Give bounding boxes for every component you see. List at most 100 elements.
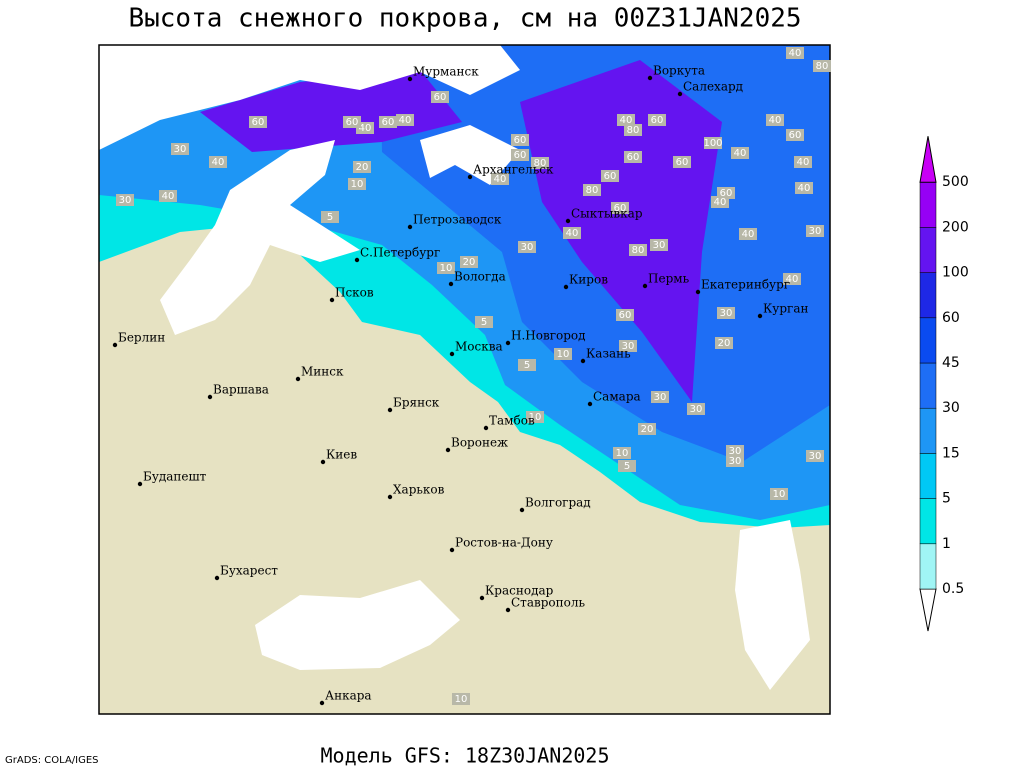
contour-label: 60 <box>346 117 359 128</box>
contour-label: 20 <box>463 257 476 268</box>
contour-label: 60 <box>676 157 689 168</box>
city-label: Анкара <box>325 689 372 703</box>
contour-label: 40 <box>399 115 412 126</box>
legend-label: 200 <box>942 219 969 235</box>
contour-label: 40 <box>742 229 755 240</box>
city-dot <box>137 481 143 487</box>
contour-label-box <box>511 149 529 161</box>
city-dot <box>479 595 485 601</box>
contour-label-box <box>511 134 529 146</box>
city-dot <box>483 425 489 431</box>
legend-swatch <box>919 453 937 499</box>
legend-label: 5 <box>942 491 951 507</box>
city-label: Екатеринбург <box>701 278 790 292</box>
city-label: Волгоград <box>525 496 591 510</box>
contour-label-box <box>650 239 668 251</box>
caspian-sea <box>735 520 810 690</box>
city-dot <box>580 358 586 364</box>
contour-label-box <box>731 147 749 159</box>
contour-label-box <box>806 450 824 462</box>
legend-label: 15 <box>942 445 960 461</box>
contour-label-box <box>711 196 729 208</box>
contour-label: 10 <box>773 489 786 500</box>
city-label: С.Петербург <box>360 246 440 260</box>
contour-label-box <box>717 307 735 319</box>
barents-sea <box>99 45 520 150</box>
legend-swatch <box>919 498 937 545</box>
legend-swatch <box>919 407 937 454</box>
city-dot <box>519 507 525 513</box>
contour-label-box <box>526 411 544 423</box>
city-dot <box>387 407 393 413</box>
contour-label-box <box>806 225 824 237</box>
contour-label: 40 <box>786 274 799 285</box>
contour-label-box <box>638 423 656 435</box>
contour-label: 5 <box>481 317 487 328</box>
contour-label-box <box>687 403 705 415</box>
contour-label: 80 <box>627 125 640 136</box>
contour-label-box <box>554 348 572 360</box>
legend-swatch <box>919 362 937 409</box>
legend-label: 45 <box>942 355 960 371</box>
city-dot <box>387 494 393 500</box>
city-dot <box>505 340 511 346</box>
contour-label-box <box>353 161 371 173</box>
contour-label-box <box>583 184 601 196</box>
city-label: Петрозаводск <box>413 213 502 227</box>
contour-label: 40 <box>789 48 802 59</box>
contour-label-box <box>673 156 691 168</box>
city-label: Самара <box>593 390 641 404</box>
city-label: Воронеж <box>451 436 508 450</box>
contour-label: 60 <box>651 115 664 126</box>
contour-label-box <box>783 273 801 285</box>
contour-label: 30 <box>521 242 534 253</box>
contour-label: 80 <box>816 61 829 72</box>
legend-label: 30 <box>942 400 960 416</box>
contour-label-box <box>531 157 549 169</box>
baltic-sea <box>160 140 360 335</box>
city-dot <box>407 224 413 230</box>
contour-label: 5 <box>327 212 333 223</box>
contour-label-box <box>616 309 634 321</box>
contour-label: 30 <box>729 446 742 457</box>
legend-arrow-low <box>919 588 937 632</box>
contour-label: 40 <box>212 157 225 168</box>
legend-label: 500 <box>942 174 969 190</box>
contour-label: 80 <box>534 158 547 169</box>
city-label: Берлин <box>118 331 165 345</box>
contour-label: 20 <box>718 338 731 349</box>
contour-label: 30 <box>654 392 667 403</box>
contour-label-box <box>617 114 635 126</box>
contour-label: 40 <box>162 191 175 202</box>
city-label: Минск <box>301 365 344 379</box>
contour-label-box <box>624 124 642 136</box>
contour-label: 10 <box>616 448 629 459</box>
legend-label: 0.5 <box>942 581 964 597</box>
contour-label: 30 <box>729 456 742 467</box>
contour-label: 30 <box>690 404 703 415</box>
legend-swatch <box>919 543 937 590</box>
contour-label-box <box>437 262 455 274</box>
contour-label: 60 <box>627 152 640 163</box>
city-label: Вологда <box>454 270 506 284</box>
snow-100-b <box>520 60 722 402</box>
contour-label: 40 <box>566 228 579 239</box>
contour-label-box <box>343 116 361 128</box>
legend-label: 1 <box>942 536 951 552</box>
contour-label: 40 <box>359 123 372 134</box>
contour-label: 60 <box>382 117 395 128</box>
city-dot <box>448 281 454 287</box>
city-label: Харьков <box>393 483 445 497</box>
contour-label-box <box>715 337 733 349</box>
contour-label-box <box>624 151 642 163</box>
contour-label: 100 <box>703 138 722 149</box>
contour-label: 60 <box>789 130 802 141</box>
city-label: Бухарест <box>220 564 278 578</box>
contour-label-box <box>813 60 831 72</box>
city-dot <box>467 174 473 180</box>
city-label: Ростов-на-Дону <box>455 536 553 550</box>
city-label: Ставрополь <box>511 596 585 610</box>
contour-label: 40 <box>798 183 811 194</box>
